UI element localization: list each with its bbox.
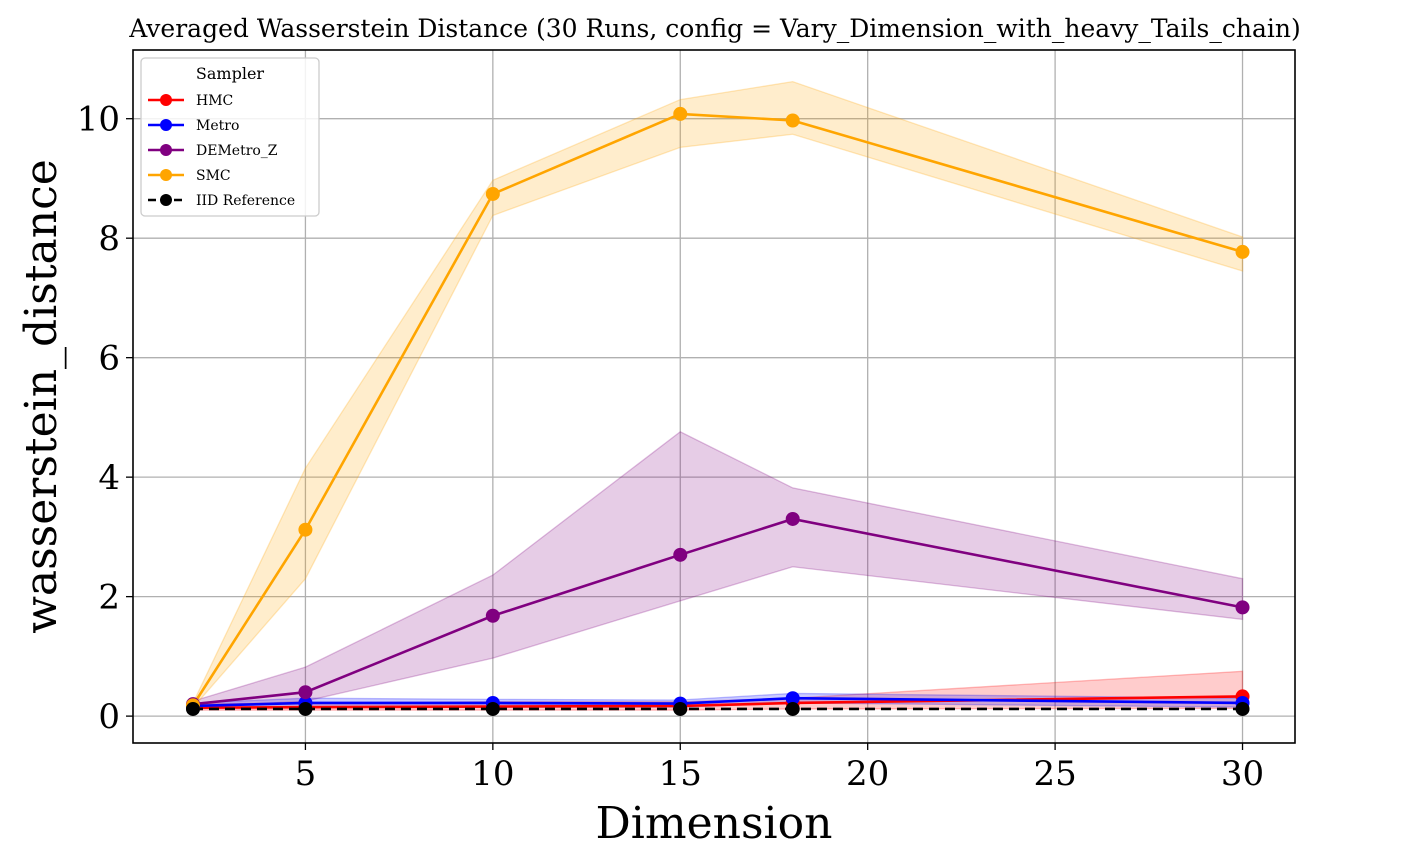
demetro-z-point — [1235, 600, 1250, 615]
legend-title: Sampler — [196, 64, 265, 83]
demetro-z-legend-label: DEMetro_Z — [196, 143, 278, 159]
smc-point — [298, 522, 313, 537]
series-lines — [191, 112, 1243, 711]
y-tick-label: 2 — [98, 578, 120, 618]
demetro-z-point — [298, 685, 313, 700]
x-tick-label: 30 — [1221, 754, 1264, 794]
legend-box — [140, 57, 320, 217]
y-tick-label: 10 — [77, 100, 120, 140]
hmc-legend-label: HMC — [196, 93, 233, 109]
y-tick-label: 8 — [98, 219, 120, 259]
smc-legend-marker — [160, 169, 172, 181]
metro-line — [192, 696, 1243, 708]
iid-reference-point — [298, 701, 313, 716]
hmc-legend-marker — [160, 94, 172, 106]
smc-point — [785, 113, 800, 128]
iid-reference-legend-label: IID Reference — [196, 193, 295, 209]
demetro-z-point — [785, 511, 800, 526]
demetro-z-legend-marker — [160, 144, 172, 156]
iid-reference-point — [673, 701, 688, 716]
series-markers — [185, 106, 1250, 716]
smc-legend-label: SMC — [196, 168, 231, 184]
iid-reference-point — [185, 701, 200, 716]
confidence-bands — [192, 80, 1244, 711]
iid-reference-legend-marker — [160, 194, 172, 206]
x-tick-label: 20 — [846, 754, 889, 794]
grid-lines — [133, 50, 1295, 743]
y-tick-label: 4 — [98, 458, 120, 498]
x-axis-label: Dimension — [596, 798, 833, 849]
demetro-z-point — [485, 608, 500, 623]
axis-ticks: 5 10 15 20 25 30 0 2 4 6 8 10 — [77, 100, 1264, 794]
metro-legend-marker — [160, 119, 172, 131]
y-tick-label: 6 — [98, 339, 120, 379]
metro-legend-label: Metro — [196, 118, 239, 134]
y-axis-label: wasserstein_distance — [16, 159, 67, 634]
x-tick-label: 15 — [659, 754, 702, 794]
x-tick-label: 5 — [295, 754, 317, 794]
plot-area-frame — [132, 49, 1296, 744]
chart-title: Averaged Wasserstein Distance (30 Runs, … — [128, 14, 1300, 43]
iid-reference-point — [485, 701, 500, 716]
smc-point — [485, 186, 500, 201]
y-tick-label: 0 — [98, 697, 120, 737]
smc-point — [1235, 244, 1250, 259]
smc-line — [191, 112, 1243, 707]
hmc-line — [192, 695, 1243, 710]
legend: Sampler HMC Metro DEMetro_Z SMC IID Referenc… — [140, 57, 320, 217]
x-tick-label: 25 — [1033, 754, 1076, 794]
demetro-z-point — [673, 547, 688, 562]
metro-point — [785, 691, 800, 706]
smc-band — [192, 80, 1244, 710]
iid-reference-point — [785, 701, 800, 716]
x-tick-label: 10 — [471, 754, 514, 794]
iid-reference-point — [1235, 701, 1250, 716]
smc-point — [673, 106, 688, 121]
demetro-z-line — [192, 517, 1243, 706]
